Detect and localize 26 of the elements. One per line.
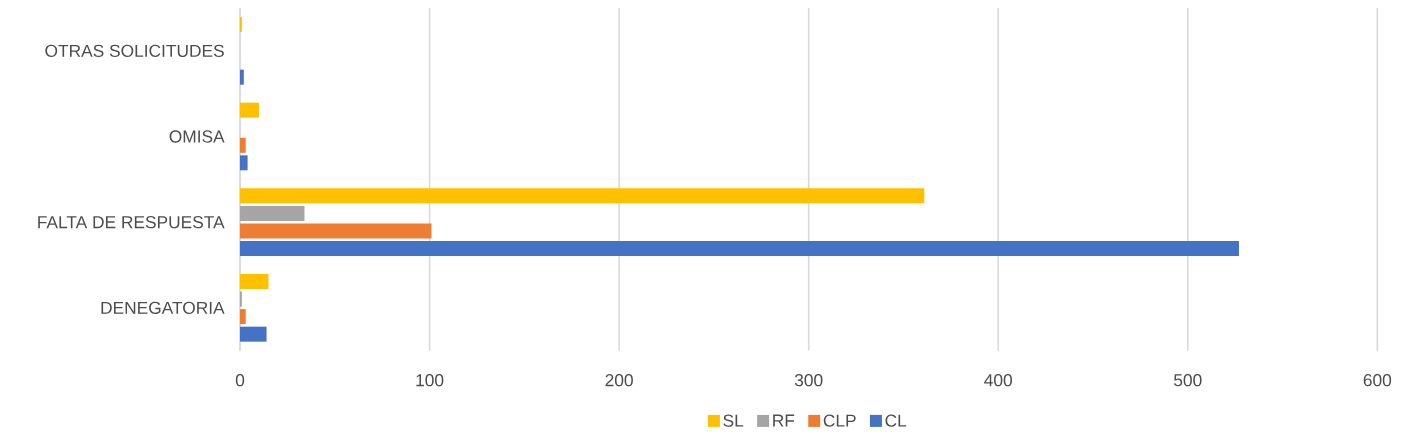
legend-label: CL [885, 414, 907, 427]
bar [240, 241, 1239, 257]
legend-label: SL [723, 414, 744, 427]
x-tick-label: 0 [235, 374, 245, 387]
bar [240, 223, 432, 239]
bar [240, 188, 925, 204]
bar [240, 326, 267, 342]
bar [240, 274, 269, 290]
legend-label: CLP [823, 414, 856, 427]
y-tick-label: FALTA DE RESPUESTA [38, 216, 225, 229]
x-tick-label: 500 [1174, 374, 1202, 387]
bar [240, 206, 305, 222]
x-tick-label: 600 [1363, 374, 1392, 387]
x-tick-label: 400 [984, 374, 1013, 387]
y-tick-label: OMISA [169, 130, 225, 143]
bar [240, 155, 248, 171]
bar [240, 69, 244, 85]
y-tick-label: DENEGATORIA [101, 301, 225, 315]
x-tick-label: 300 [794, 374, 823, 387]
bar [240, 309, 246, 325]
y-tick-label: OTRAS SOLICITUDES [45, 44, 224, 58]
x-tick-label: 100 [416, 374, 444, 387]
bar [240, 102, 259, 118]
legend-label: RF [773, 414, 795, 427]
x-tick-label: 200 [605, 374, 633, 387]
bar [240, 137, 246, 153]
